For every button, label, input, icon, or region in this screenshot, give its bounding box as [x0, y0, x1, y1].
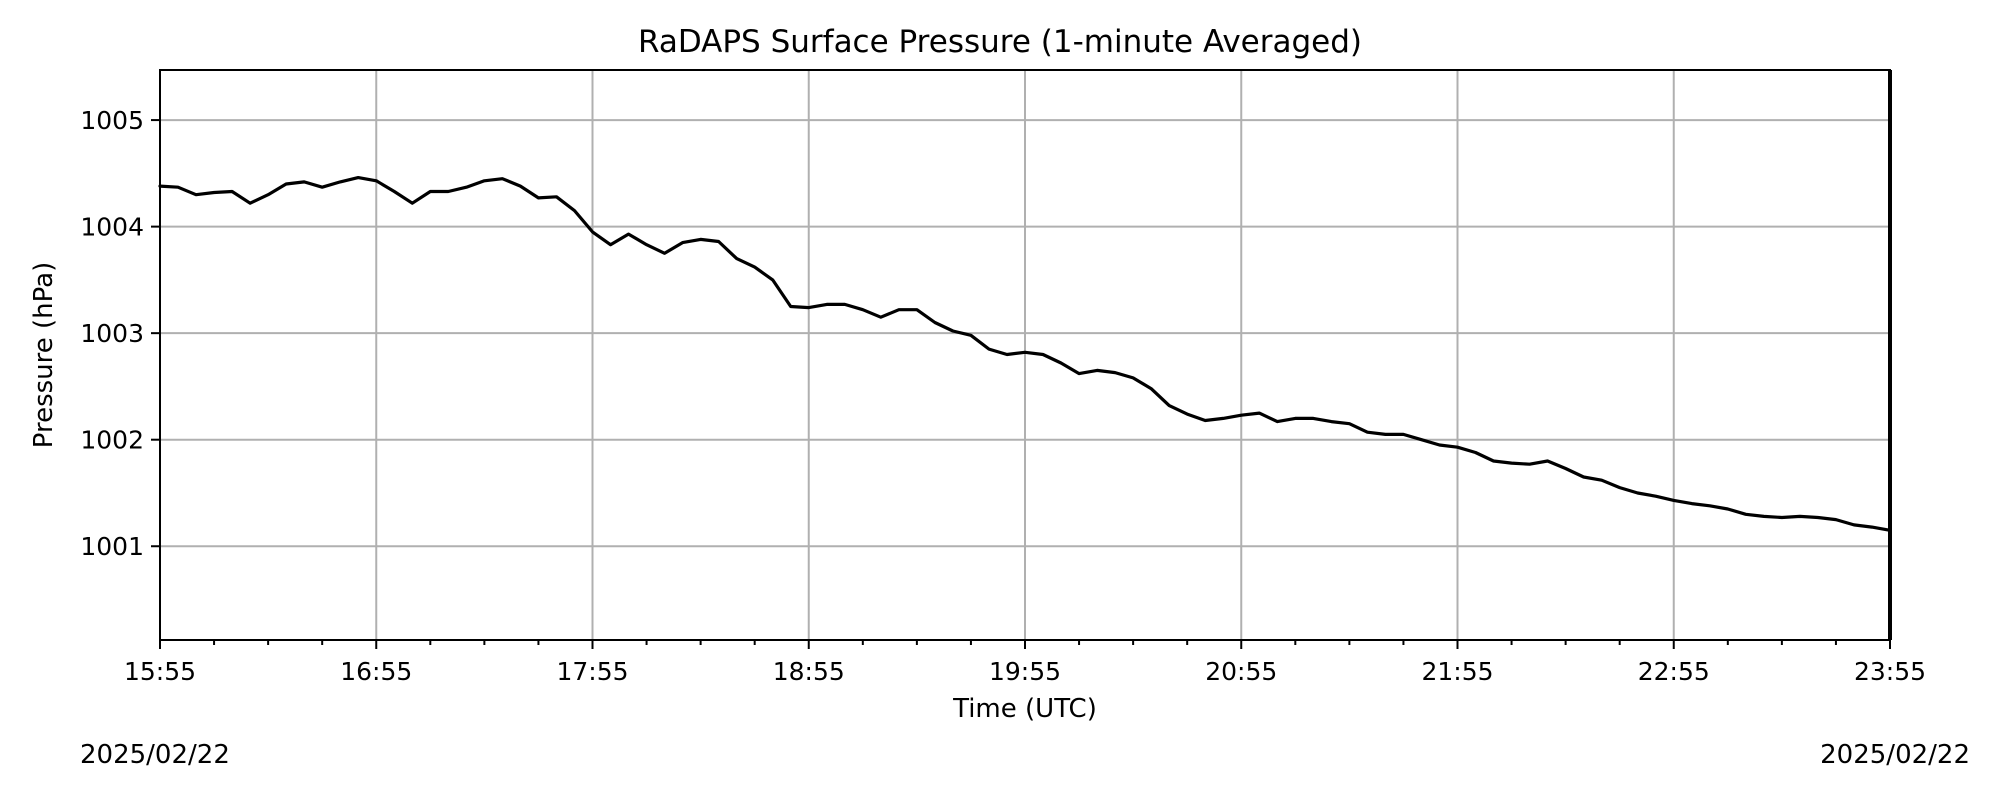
- x-tick-label: 21:55: [1421, 657, 1493, 686]
- axis-ticks: 15:55 16:55 17:55 18:55 19:55 20:55 21:55 22:55…: [80, 106, 1926, 686]
- start-date-label: 2025/02/22: [80, 740, 230, 770]
- x-tick-label: 17:55: [556, 657, 628, 686]
- x-tick-label: 19:55: [989, 657, 1061, 686]
- series-layer: [158, 176, 1892, 532]
- x-tick-label: 22:55: [1638, 657, 1710, 686]
- pressure-series-line: [158, 176, 1892, 532]
- x-tick-label: 16:55: [340, 657, 412, 686]
- y-tick-label: 1001: [80, 532, 144, 561]
- grid: [159, 70, 1891, 640]
- y-axis-label: Pressure (hPa): [29, 262, 59, 449]
- y-tick-label: 1002: [80, 426, 144, 455]
- x-tick-label: 15:55: [124, 657, 196, 686]
- x-tick-label: 18:55: [773, 657, 845, 686]
- x-axis-label: Time (UTC): [952, 694, 1097, 724]
- y-tick-label: 1004: [80, 213, 144, 242]
- x-tick-label: 20:55: [1205, 657, 1277, 686]
- end-date-label: 2025/02/22: [1820, 740, 1970, 770]
- chart-title: RaDAPS Surface Pressure (1-minute Averag…: [638, 24, 1362, 60]
- x-tick-label: 23:55: [1854, 657, 1926, 686]
- y-tick-label: 1005: [80, 106, 144, 135]
- y-tick-label: 1003: [80, 319, 144, 348]
